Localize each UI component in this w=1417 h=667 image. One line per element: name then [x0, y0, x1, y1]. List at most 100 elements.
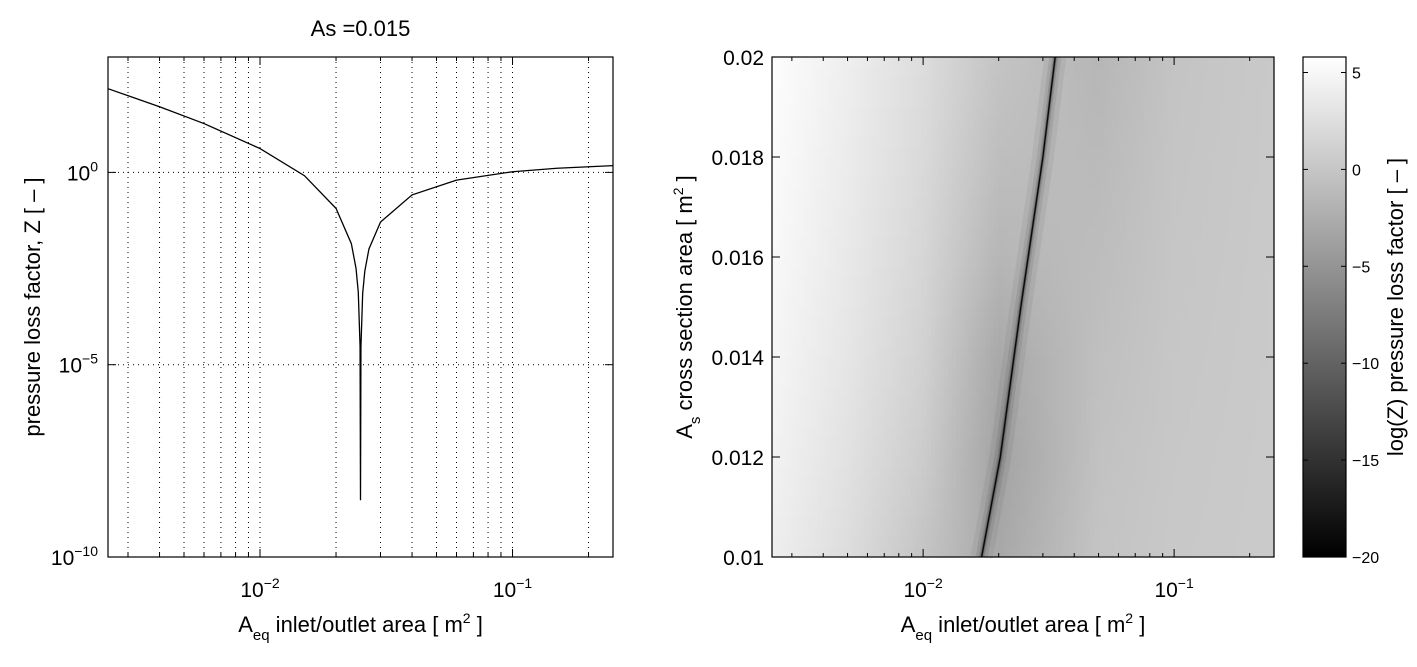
heatmap-cell [910, 247, 915, 258]
heatmap-cell [1127, 197, 1133, 208]
heatmap-cell [1060, 397, 1066, 408]
heatmap-cell [818, 527, 823, 538]
heatmap-cell [960, 97, 966, 108]
heatmap-cell [997, 117, 1003, 128]
heatmap-cell [1123, 57, 1129, 68]
heatmap-cell [960, 457, 966, 468]
heatmap-cell [960, 467, 966, 478]
heatmap-cell [1106, 457, 1112, 468]
heatmap-cell [901, 197, 907, 208]
heatmap-cell [813, 317, 819, 328]
heatmap-cell [801, 307, 807, 318]
heatmap-cell [901, 497, 907, 508]
heatmap-cell [939, 267, 945, 278]
heatmap-cell [1165, 177, 1171, 188]
heatmap-cell [851, 287, 857, 298]
heatmap-cell [797, 127, 802, 138]
heatmap-cell [859, 247, 865, 258]
heatmap-cell [1031, 337, 1037, 348]
heatmap-cell [830, 177, 836, 188]
heatmap-cell [905, 227, 911, 238]
heatmap-cell [956, 127, 961, 138]
heatmap-cell [822, 267, 827, 278]
heatmap-cell [943, 397, 949, 408]
heatmap-cell [776, 497, 781, 508]
heatmap-cell [780, 147, 786, 158]
heatmap-cell [939, 227, 945, 238]
heatmap-cell [1077, 297, 1083, 308]
heatmap-cell [1110, 187, 1116, 198]
heatmap-cell [997, 347, 1003, 358]
heatmap-cell [809, 387, 815, 398]
heatmap-cell [976, 537, 982, 548]
heatmap-cell [834, 147, 840, 158]
heatmap-cell [797, 57, 802, 68]
heatmap-cell [826, 127, 832, 138]
heatmap-cell [884, 347, 890, 358]
heatmap-cell [1156, 527, 1162, 538]
heatmap-cell [951, 97, 957, 108]
heatmap-cell [1039, 527, 1045, 538]
heatmap-cell [851, 87, 857, 98]
heatmap-cell [1018, 427, 1024, 438]
heatmap-cell [1048, 317, 1053, 328]
heatmap-cell [1177, 167, 1183, 178]
heatmap-cell [1023, 517, 1028, 528]
heatmap-cell [843, 537, 848, 548]
heatmap-cell [772, 87, 777, 98]
heatmap-cell [884, 227, 890, 238]
heatmap-cell [1106, 227, 1112, 238]
heatmap-cell [1144, 547, 1150, 558]
heatmap-cell [1131, 237, 1137, 248]
heatmap-cell [910, 237, 915, 248]
heatmap-cell [851, 267, 857, 278]
heatmap-cell [884, 547, 890, 558]
heatmap-cell [1131, 227, 1137, 238]
heatmap-cell [818, 77, 823, 88]
heatmap-cell [1064, 367, 1070, 378]
heatmap-cell [897, 407, 903, 418]
heatmap-cell [855, 537, 861, 548]
heatmap-cell [1069, 547, 1074, 558]
heatmap-cell [1156, 387, 1162, 398]
heatmap-cell [1064, 177, 1070, 188]
heatmap-cell [1131, 397, 1137, 408]
heatmap-cell [772, 547, 777, 558]
heatmap-cell [1048, 477, 1053, 488]
heatmap-cell [993, 197, 999, 208]
heatmap-cell [792, 147, 798, 158]
heatmap-cell [968, 247, 974, 258]
heatmap-cell [1052, 347, 1058, 358]
heatmap-cell [1027, 327, 1032, 338]
heatmap-cell [1127, 117, 1133, 128]
heatmap-cell [951, 107, 957, 118]
heatmap-cell [905, 117, 911, 128]
heatmap-cell [813, 387, 819, 398]
heatmap-cell [876, 97, 882, 108]
heatmap-cell [788, 167, 794, 178]
heatmap-cell [1110, 397, 1116, 408]
heatmap-cell [855, 157, 861, 168]
heatmap-cell [797, 157, 802, 168]
heatmap-cell [884, 337, 890, 348]
heatmap-cell [1177, 427, 1183, 438]
heatmap-cell [884, 207, 890, 218]
heatmap-cell [1043, 497, 1049, 508]
heatmap-cell [1144, 167, 1150, 178]
heatmap-cell [1131, 447, 1137, 458]
heatmap-cell [1014, 497, 1020, 508]
heatmap-cell [864, 307, 869, 318]
heatmap-cell [809, 237, 815, 248]
heatmap-cell [868, 377, 873, 388]
heatmap-cell [1043, 317, 1049, 328]
heatmap-cell [822, 427, 827, 438]
heatmap-cell [826, 77, 832, 88]
heatmap-cell [1035, 257, 1041, 268]
heatmap-cell [813, 457, 819, 468]
heatmap-cell [943, 537, 949, 548]
heatmap-cell [1173, 137, 1179, 148]
heatmap-cell [922, 547, 928, 558]
heatmap-cell [805, 477, 811, 488]
heatmap-cell [772, 97, 777, 108]
heatmap-cell [910, 377, 915, 388]
